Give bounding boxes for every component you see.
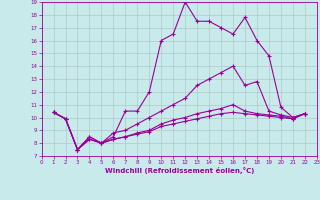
X-axis label: Windchill (Refroidissement éolien,°C): Windchill (Refroidissement éolien,°C): [105, 167, 254, 174]
